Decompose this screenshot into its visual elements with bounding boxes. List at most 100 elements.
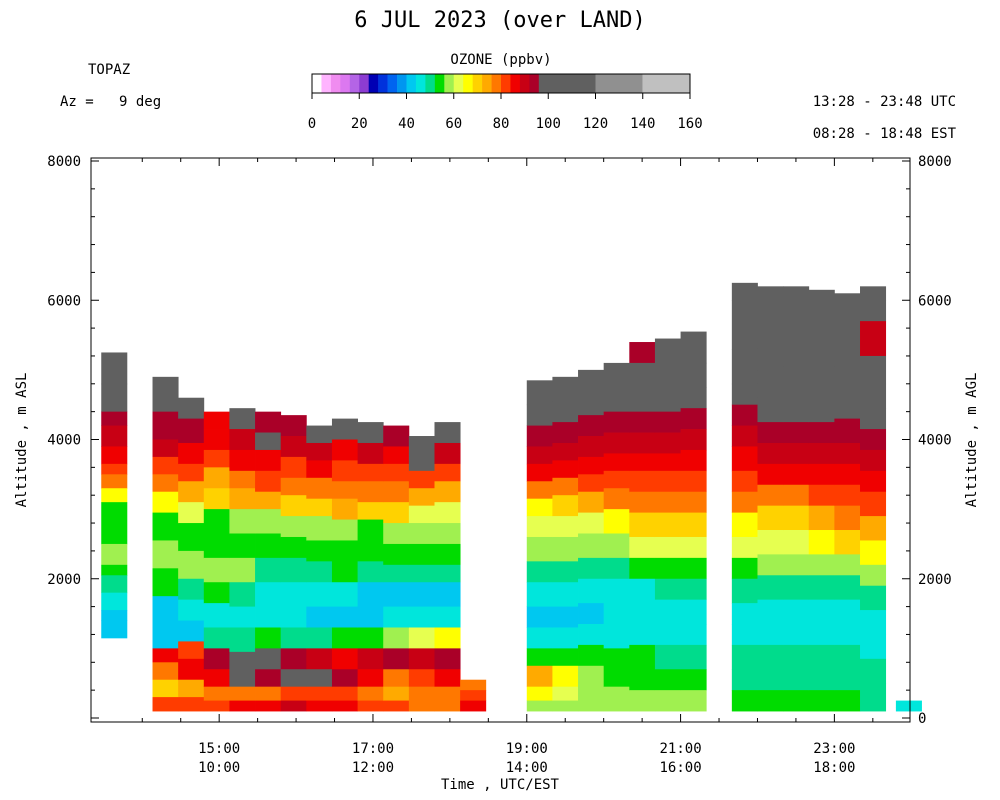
- colorbar-tick-label: 80: [493, 116, 510, 132]
- ozone-cell: [152, 648, 179, 663]
- ozone-cell: [860, 300, 887, 322]
- ozone-cell: [101, 564, 128, 576]
- ozone-cell: [434, 463, 461, 482]
- ozone-cell: [408, 669, 435, 688]
- ozone-cell: [834, 397, 861, 420]
- ozone-cell: [178, 463, 205, 482]
- ozone-cell: [578, 415, 605, 437]
- ozone-cell: [757, 484, 784, 507]
- ozone-cell: [101, 592, 128, 611]
- ozone-cell: [434, 669, 461, 688]
- ozone-cell: [357, 422, 384, 444]
- ozone-cell: [383, 463, 410, 482]
- ozone-cell: [552, 495, 579, 517]
- ozone-cell: [280, 606, 307, 628]
- y-tick-label-right: 2000: [918, 572, 952, 588]
- ozone-cell: [552, 627, 579, 649]
- colorbar-swatch: [397, 74, 407, 93]
- ozone-cell: [280, 557, 307, 583]
- ozone-cell: [603, 488, 630, 510]
- ozone-cell: [654, 644, 681, 670]
- ozone-cell: [834, 418, 861, 444]
- ozone-cell: [629, 557, 656, 580]
- ozone-cell: [331, 519, 358, 541]
- ozone-cell: [654, 338, 681, 367]
- ozone-cell: [834, 463, 861, 486]
- ozone-cell: [578, 578, 605, 604]
- ozone-cell: [603, 453, 630, 472]
- utc-time-range: 13:28 - 23:48 UTC: [812, 94, 956, 110]
- ozone-cell: [331, 561, 358, 583]
- ozone-cell: [203, 488, 230, 510]
- ozone-cell: [654, 491, 681, 514]
- ozone-cell: [603, 533, 630, 559]
- ozone-cell: [408, 436, 435, 454]
- ozone-cell: [526, 404, 553, 426]
- ozone-cell: [255, 432, 282, 451]
- ozone-cell: [680, 429, 707, 451]
- ozone-cell: [629, 690, 656, 712]
- ozone-cell: [757, 669, 784, 691]
- ozone-cell: [603, 470, 630, 489]
- ozone-cell: [629, 342, 656, 364]
- ozone-cell: [808, 442, 835, 465]
- ozone-cell: [306, 498, 333, 517]
- ozone-cell: [383, 669, 410, 688]
- ozone-cell: [306, 669, 333, 688]
- ozone-cell: [178, 679, 205, 698]
- ozone-cell: [680, 331, 707, 364]
- ozone-cell: [783, 575, 810, 601]
- ozone-cell: [783, 422, 810, 444]
- ozone-cell: [808, 669, 835, 691]
- ozone-cell: [552, 422, 579, 444]
- ozone-cell: [229, 533, 256, 559]
- ozone-cell: [357, 669, 384, 688]
- colorbar-tick-label: 20: [351, 116, 368, 132]
- ozone-cell: [203, 411, 230, 430]
- ozone-cell: [280, 415, 307, 437]
- ozone-cell: [680, 557, 707, 580]
- ozone-cell: [808, 373, 835, 402]
- colorbar-swatch: [321, 74, 332, 93]
- ozone-cell: [178, 481, 205, 503]
- ozone-cell: [152, 439, 179, 458]
- ozone-cell: [757, 530, 784, 555]
- ozone-cell: [552, 376, 579, 402]
- y-tick-label-left: 4000: [47, 433, 81, 449]
- ozone-cell: [808, 599, 835, 625]
- ozone-cell: [331, 540, 358, 562]
- ozone-cell: [603, 686, 630, 701]
- ozone-cell: [783, 442, 810, 465]
- ozone-cell: [834, 307, 861, 332]
- ozone-cell: [834, 505, 861, 531]
- ozone-cell: [357, 606, 384, 628]
- ozone-cell: [860, 449, 887, 472]
- ozone-cell: [408, 488, 435, 507]
- ozone-cell: [331, 498, 358, 520]
- ozone-cell: [331, 648, 358, 670]
- ozone-cell: [229, 488, 256, 510]
- ozone-cell: [229, 429, 256, 451]
- colorbar-swatch: [415, 74, 426, 93]
- ozone-cell: [460, 700, 487, 712]
- ozone-cell: [255, 557, 282, 583]
- ozone-cell: [757, 463, 784, 486]
- x-tick-label-utc: 19:00: [506, 741, 548, 757]
- x-tick-label-est: 18:00: [813, 760, 855, 776]
- ozone-cell: [808, 505, 835, 531]
- ozone-cell: [654, 411, 681, 433]
- x-tick-label-est: 10:00: [198, 760, 240, 776]
- colorbar-tick-label: 60: [445, 116, 462, 132]
- ozone-cell: [434, 442, 461, 465]
- ozone-cell: [552, 442, 579, 461]
- ozone-cell: [808, 554, 835, 576]
- ozone-cell: [331, 418, 358, 440]
- ozone-cell: [629, 669, 656, 691]
- ozone-cell: [629, 512, 656, 538]
- ozone-cell: [783, 644, 810, 670]
- ozone-cell: [783, 599, 810, 625]
- x-axis-label: Time , UTC/EST: [440, 777, 559, 793]
- ozone-cell: [834, 554, 861, 576]
- ozone-cell: [552, 686, 579, 701]
- colorbar-swatch: [359, 74, 369, 93]
